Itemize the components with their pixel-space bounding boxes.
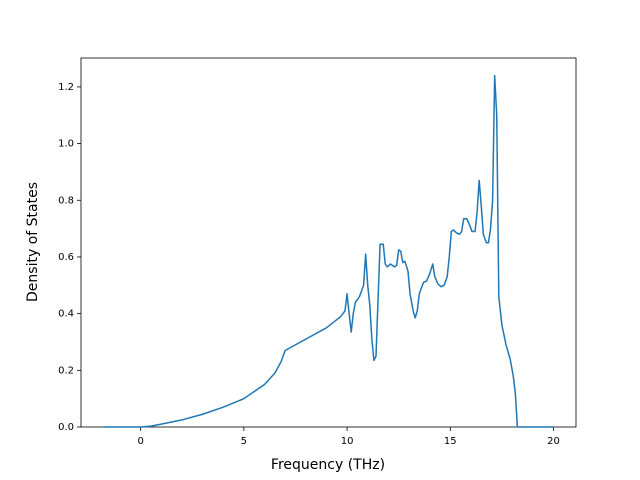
plot-frame: [80, 57, 577, 428]
x-tick-label: 5: [241, 436, 247, 447]
x-tick-label: 10: [341, 436, 354, 447]
y-tick-label: 0.6: [58, 252, 74, 263]
x-tick-label: 15: [444, 436, 457, 447]
y-tick-label: 0.4: [58, 309, 74, 320]
x-axis-label: Frequency (THz): [271, 457, 385, 473]
y-tick-label: 1.2: [58, 82, 74, 93]
line-series: [103, 74, 554, 428]
y-tick-label: 1.0: [58, 139, 74, 150]
x-tick-label: 20: [547, 436, 560, 447]
x-tick-label: 0: [137, 436, 143, 447]
y-tick-label: 0.8: [58, 195, 74, 206]
y-tick-label: 0.0: [58, 422, 74, 433]
y-axis-label: Density of States: [25, 182, 41, 302]
y-tick-label: 0.2: [58, 365, 74, 376]
